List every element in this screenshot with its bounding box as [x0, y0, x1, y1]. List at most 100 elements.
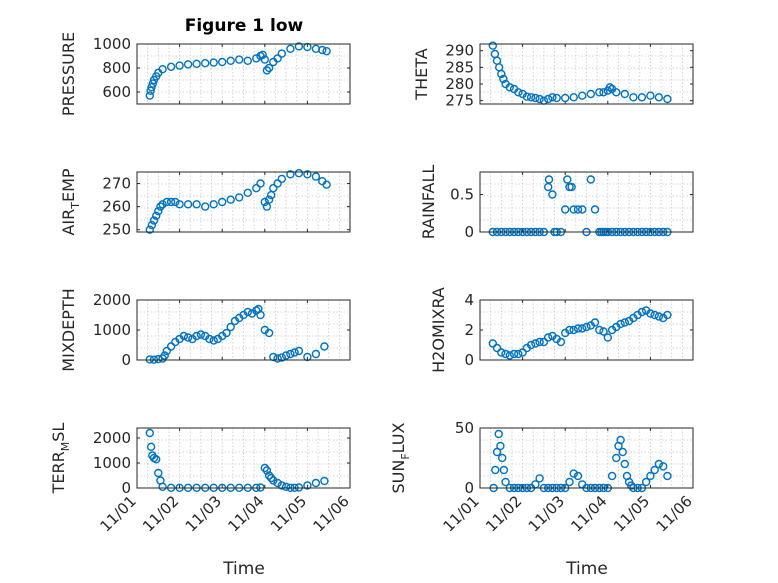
- data-point: [544, 182, 553, 192]
- data-point: [595, 88, 604, 97]
- axes-box: [479, 43, 694, 105]
- data-point: [573, 324, 583, 333]
- y-tick-label: 260: [102, 198, 131, 216]
- y-tick-label: 0.5: [450, 186, 474, 204]
- data-point: [209, 336, 218, 345]
- data-point: [262, 466, 272, 475]
- data-point: [501, 477, 510, 487]
- data-point: [262, 66, 272, 75]
- data-point: [322, 180, 331, 189]
- data-point: [573, 205, 583, 214]
- data-point: [526, 93, 536, 102]
- data-point: [269, 183, 278, 193]
- axes-box: [136, 43, 351, 105]
- data-point: [209, 58, 218, 67]
- data-point: [269, 476, 278, 485]
- axes-box: [136, 171, 351, 233]
- data-point: [612, 453, 621, 463]
- data-point: [290, 348, 299, 357]
- data-point: [151, 211, 161, 221]
- x-tick-label: 11/06: [310, 492, 353, 535]
- y-tick-label: 280: [445, 75, 474, 93]
- panel-mixdepth: 0 1000 2000 MIXDEPTH: [59, 288, 351, 372]
- x-tick-label: 11/05: [267, 492, 310, 535]
- data-point: [494, 429, 503, 439]
- data-point: [552, 93, 561, 103]
- data-point: [260, 197, 269, 207]
- data-point: [620, 89, 629, 99]
- data-point: [501, 349, 510, 359]
- data-point: [273, 179, 282, 188]
- data-point: [273, 478, 282, 488]
- data-point: [311, 349, 321, 359]
- data-point: [318, 45, 327, 55]
- panel-rainfall: 0 0.5 RAINFALL: [419, 165, 694, 241]
- data-point: [544, 175, 554, 184]
- data-point: [599, 327, 608, 336]
- data-point: [286, 349, 295, 359]
- data-point: [166, 62, 176, 72]
- data-point: [595, 325, 604, 335]
- data-point: [234, 55, 244, 64]
- data-point: [175, 61, 184, 70]
- data-point: [217, 57, 227, 67]
- data-point: [590, 205, 600, 214]
- data-point: [234, 193, 244, 202]
- subscript: T: [69, 202, 82, 210]
- data-point: [535, 94, 544, 104]
- x-axis-label: Time: [222, 559, 265, 579]
- subscript: M: [59, 442, 72, 452]
- x-tick-label: 11/03: [182, 492, 225, 535]
- data-point: [311, 172, 321, 181]
- data-point: [650, 310, 659, 320]
- data-point: [147, 220, 157, 230]
- data-point: [156, 202, 165, 211]
- data-point: [252, 306, 261, 315]
- data-point: [158, 64, 167, 74]
- data-point: [498, 453, 507, 463]
- panel-sun-flux: 0 50 11/01 11/02 11/03 11/04 11/05 11/06 SUNFLU…: [389, 419, 696, 579]
- data-point: [491, 465, 500, 475]
- data-point: [179, 331, 189, 341]
- y-tick-label: 0: [121, 351, 131, 369]
- data-point: [569, 205, 578, 214]
- y-tick-label: 1000: [93, 35, 131, 53]
- data-point: [260, 55, 269, 64]
- data-point: [514, 349, 523, 359]
- x-tick-label: 11/04: [224, 492, 267, 535]
- data-point: [518, 89, 527, 99]
- data-point: [277, 174, 286, 184]
- data-point: [158, 200, 167, 209]
- y-axis-label: H2OMIXRA: [429, 287, 448, 373]
- data-point: [205, 334, 214, 344]
- x-axis-label: Time: [565, 559, 608, 579]
- data-point: [663, 310, 672, 320]
- data-point: [166, 342, 176, 351]
- data-point: [171, 197, 180, 207]
- data-point: [509, 349, 519, 359]
- data-point: [556, 337, 566, 347]
- x-tick-label: 11/05: [610, 492, 653, 535]
- data-point: [620, 459, 629, 469]
- data-point: [654, 312, 664, 321]
- data-point: [222, 328, 231, 338]
- data-point: [531, 339, 540, 348]
- data-point: [535, 337, 544, 347]
- y-tick-label: 0: [121, 479, 131, 497]
- x-tick-label: 11/01: [440, 492, 483, 535]
- data-point: [522, 92, 532, 101]
- data-point: [586, 175, 595, 184]
- data-point: [256, 179, 265, 188]
- data-point: [294, 42, 304, 51]
- data-point: [243, 188, 253, 198]
- data-point: [158, 482, 167, 491]
- y-tick-label: 1000: [93, 321, 131, 339]
- data-point: [603, 333, 612, 342]
- data-point: [200, 59, 210, 68]
- data-point: [544, 94, 553, 104]
- data-point: [162, 197, 172, 207]
- y-tick-label: 800: [102, 59, 131, 77]
- data-point: [531, 93, 540, 103]
- data-point: [599, 88, 608, 97]
- axes-box: [136, 427, 351, 489]
